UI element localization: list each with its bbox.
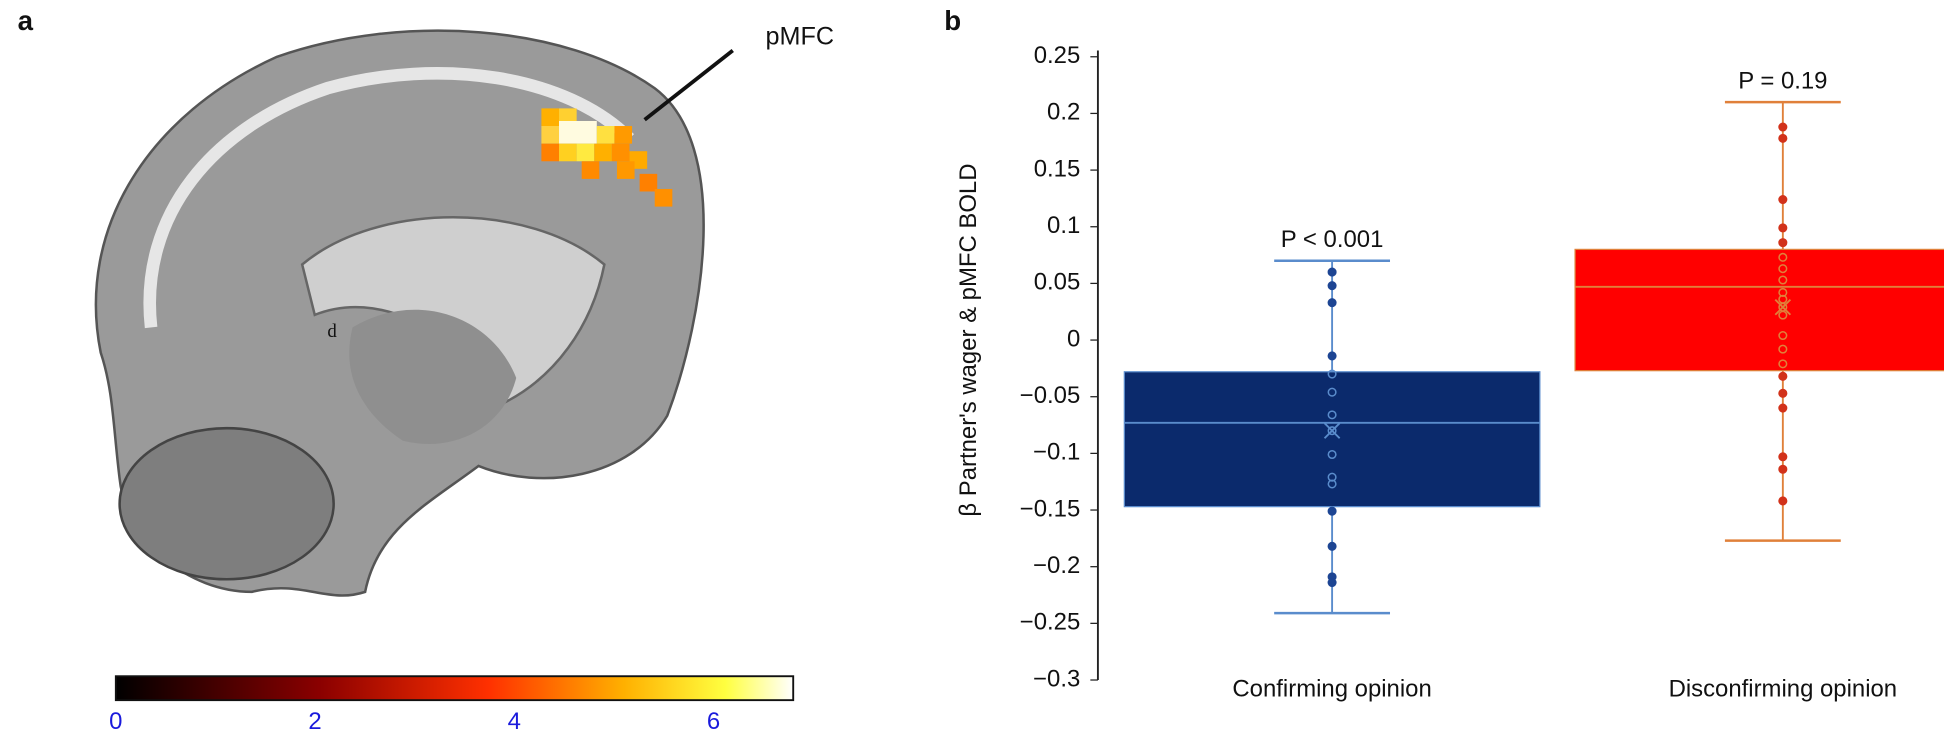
colorbar-tick-label: 2	[308, 708, 321, 733]
y-tick-label: −0.3	[1033, 665, 1080, 692]
y-tick-label: −0.2	[1033, 552, 1080, 579]
box	[1575, 249, 1944, 370]
figure: a pMFC d b β Partner's wager & pMFC BOLD…	[0, 0, 1944, 733]
y-tick-label: −0.15	[1020, 495, 1080, 522]
marker-label: d	[327, 321, 337, 342]
data-point	[1779, 453, 1787, 461]
data-point	[1328, 299, 1336, 307]
y-tick-label: 0.05	[1034, 269, 1081, 296]
y-tick-label: 0	[1067, 325, 1080, 352]
data-point	[1779, 465, 1787, 473]
box	[1124, 372, 1539, 507]
data-point	[1779, 390, 1787, 398]
colorbar-tick-label: 6	[707, 708, 720, 733]
data-point	[1779, 373, 1787, 381]
y-tick-label: 0.1	[1047, 212, 1080, 239]
data-point	[1328, 352, 1336, 360]
data-point	[1779, 123, 1787, 131]
p-value-annotation: P = 0.19	[1738, 67, 1827, 94]
y-tick-label: −0.25	[1020, 609, 1080, 636]
region-label: pMFC	[766, 23, 835, 51]
data-point	[1779, 135, 1787, 143]
y-tick-label: −0.05	[1020, 382, 1080, 409]
pointer-line	[645, 50, 733, 119]
panel-label: a	[18, 5, 34, 36]
data-point	[1328, 579, 1336, 587]
y-tick-label: 0.2	[1047, 99, 1080, 126]
y-axis-label: β Partner's wager & pMFC BOLD	[955, 164, 982, 517]
data-point	[1779, 497, 1787, 505]
data-point	[1328, 507, 1336, 515]
x-tick-label: Confirming opinion	[1232, 675, 1431, 702]
y-tick-label: 0.25	[1034, 42, 1081, 69]
colorbar	[116, 676, 793, 700]
data-point	[1779, 196, 1787, 204]
data-point	[1328, 268, 1336, 276]
page: {"panel_a": {"label": "a", "region_label…	[0, 0, 1944, 733]
data-point	[1779, 239, 1787, 247]
colorbar-tick-label: 4	[508, 708, 521, 733]
data-point	[1779, 404, 1787, 412]
y-tick-label: 0.15	[1034, 155, 1081, 182]
data-point	[1779, 224, 1787, 232]
data-point	[1328, 543, 1336, 551]
p-value-annotation: P < 0.001	[1281, 226, 1384, 253]
y-tick-label: −0.1	[1033, 439, 1080, 466]
data-point	[1328, 282, 1336, 290]
panel-label: b	[944, 5, 961, 36]
x-tick-label: Disconfirming opinion	[1669, 675, 1898, 702]
colorbar-tick-label: 0	[109, 708, 122, 733]
brain-image	[96, 31, 704, 596]
